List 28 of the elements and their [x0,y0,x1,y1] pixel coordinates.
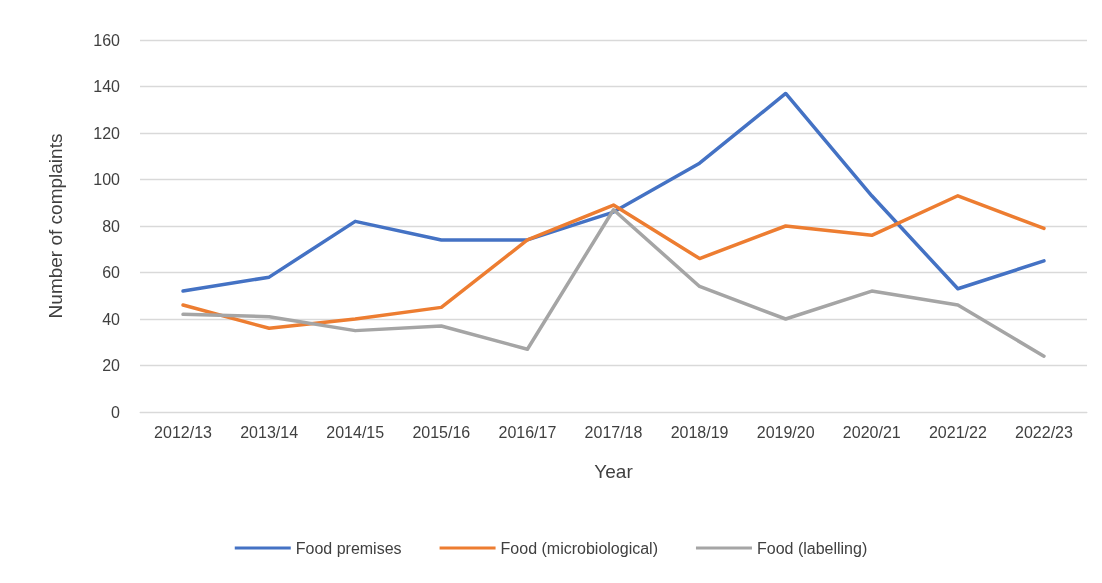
line-series [181,91,1046,293]
legend-label: Food (microbiological) [500,539,658,557]
y-tick-label: 120 [93,124,121,142]
y-tick-label: 100 [93,171,121,188]
x-tick-label: 2017/18 [584,423,643,441]
y-tick-label: 40 [102,310,121,328]
y-tick-label: 20 [102,357,121,374]
x-tick-label: 2015/16 [412,423,471,441]
legend-label: Food premises [295,539,402,557]
x-axis-title: Year [594,461,634,482]
y-axis-title: Number of complaints [45,133,66,319]
x-tick-label: 2022/23 [1015,423,1073,441]
y-tick-label: 0 [111,403,121,421]
x-tick-label: 2018/19 [670,423,729,441]
x-tick-label: 2012/13 [154,423,213,441]
y-tick-label: 80 [102,217,121,235]
y-tick-label: 140 [93,78,121,95]
x-tick-label: 2020/21 [842,423,901,441]
legend-label: Food (labelling) [756,539,868,557]
x-tick-label: 2014/15 [326,423,385,441]
y-tick-label: 60 [102,264,121,281]
y-tick-label: 160 [93,31,121,49]
line-series [181,207,1046,358]
x-tick-label: 2013/14 [240,423,299,441]
x-tick-label: 2019/20 [756,423,815,441]
x-tick-label: 2021/22 [928,423,987,441]
line-series [181,194,1046,331]
x-tick-label: 2016/17 [498,423,557,441]
